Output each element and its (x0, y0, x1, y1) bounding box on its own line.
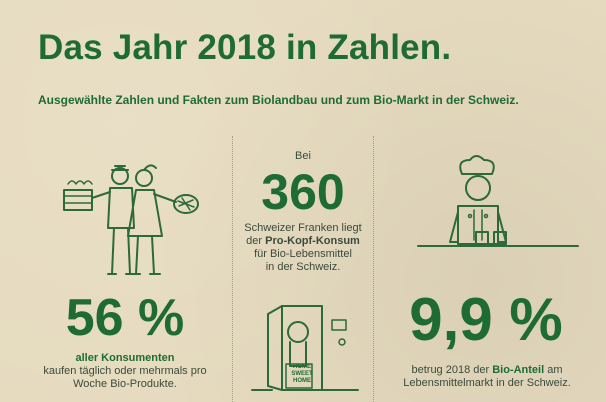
mat-text-2: SWEET (291, 371, 313, 377)
left-stat-line-2: kaufen täglich oder mehrmals pro (43, 365, 207, 377)
farmers-illustration (63, 164, 199, 275)
chef-illustration (417, 155, 579, 247)
right-line-1-post: am (544, 364, 563, 376)
right-stat-caption: betrug 2018 der Bio-Anteil am Lebensmitt… (374, 364, 600, 390)
column-divider-left (232, 136, 233, 402)
middle-line-2-pre: der (246, 235, 266, 247)
middle-line-2-bold: Pro-Kopf-Konsum (265, 235, 360, 247)
page-subtitle: Ausgewählte Zahlen und Fakten zum Biolan… (38, 93, 519, 107)
left-stat-caption: aller Konsumenten kaufen täglich oder me… (20, 352, 230, 391)
middle-stat-caption: Schweizer Franken liegt der Pro-Kopf-Kon… (228, 222, 378, 274)
middle-line-4: in der Schweiz. (265, 261, 341, 273)
home-sweet-home-mat: HOME SWEET HOME (282, 364, 322, 385)
page-title: Das Jahr 2018 in Zahlen. (38, 28, 452, 67)
right-line-1-pre: betrug 2018 der (411, 364, 493, 376)
mat-text-1: HOME (293, 364, 311, 370)
mat-text-3: HOME (293, 378, 311, 384)
middle-prefix: Bei (295, 150, 311, 162)
middle-line-3: für Bio-Lebensmittel (254, 248, 352, 260)
column-divider-right (373, 136, 374, 402)
left-stat-value: 56 % (65, 289, 185, 347)
left-stat-bold-line: aller Konsumenten (75, 352, 175, 364)
home-door-illustration (251, 305, 359, 391)
middle-stat-value: 360 (261, 164, 345, 220)
right-stat-value: 9,9 % (409, 286, 563, 353)
right-line-2: Lebensmittelmarkt in der Schweiz. (403, 377, 571, 389)
middle-line-1: Schweizer Franken liegt (244, 222, 362, 234)
right-line-1-bold: Bio-Anteil (492, 364, 545, 376)
left-stat-line-3: Woche Bio-Produkte. (73, 378, 177, 390)
